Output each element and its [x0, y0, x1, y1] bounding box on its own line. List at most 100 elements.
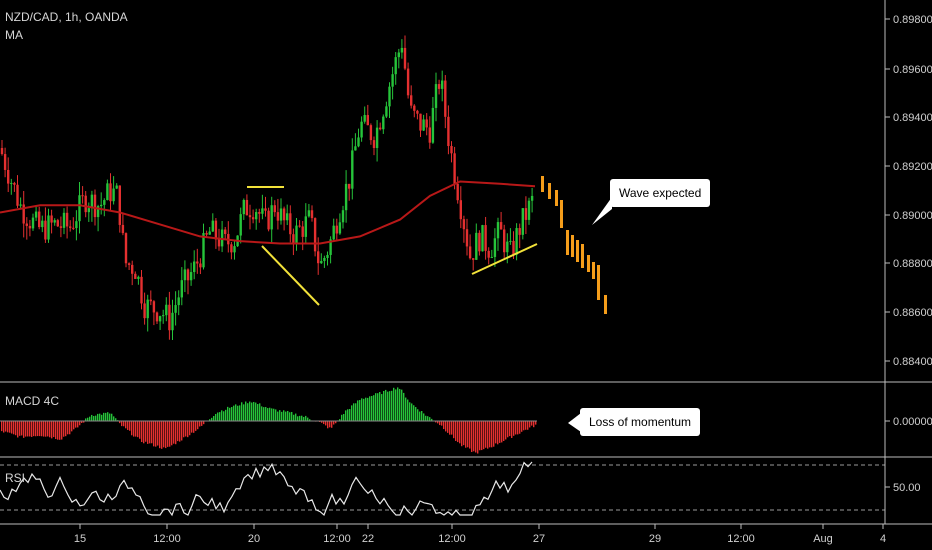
callout-wave-expected[interactable]: Wave expected — [610, 179, 711, 207]
macd-bar — [477, 421, 479, 454]
macd-bar — [171, 421, 173, 446]
macd-bar — [211, 417, 213, 421]
macd-bar — [427, 416, 429, 421]
time-tick-label: 12:00 — [153, 533, 181, 545]
macd-bar — [309, 419, 311, 421]
macd-bar — [13, 421, 15, 435]
macd-bar — [453, 421, 455, 439]
candle-body — [211, 220, 214, 232]
candle-body — [447, 116, 450, 147]
candle-body — [329, 239, 332, 255]
macd-bar — [251, 402, 253, 421]
macd-bar — [397, 387, 399, 421]
candle-body — [335, 225, 338, 234]
candle-body — [512, 240, 515, 255]
candle-body — [158, 316, 162, 322]
macd-bar — [229, 407, 231, 421]
candle-body — [44, 220, 47, 240]
macd-bar — [109, 413, 111, 421]
candle-body — [391, 74, 394, 87]
macd-bar — [261, 406, 263, 421]
macd-bar — [359, 400, 361, 421]
forecast-bar — [566, 230, 569, 255]
ma-legend[interactable]: MA — [5, 28, 23, 42]
candle-body — [509, 240, 512, 242]
macd-bar — [187, 421, 189, 438]
macd-bar — [517, 421, 519, 435]
macd-bar — [383, 391, 385, 421]
macd-bar — [369, 396, 371, 421]
macd-bar — [341, 414, 343, 421]
macd-bar — [159, 421, 161, 449]
macd-bar — [63, 421, 65, 437]
macd-bar — [361, 398, 363, 421]
candle-body — [59, 226, 63, 228]
candle-body — [69, 226, 72, 228]
candle-body — [177, 297, 180, 306]
candle-body — [13, 182, 16, 185]
rsi-legend[interactable]: RSI — [5, 471, 26, 485]
macd-bar — [395, 389, 397, 421]
macd-bar — [279, 410, 281, 421]
macd-bar — [237, 405, 239, 421]
macd-bar — [333, 421, 335, 425]
trendlines — [247, 186, 538, 306]
macd-bar — [253, 401, 255, 421]
macd-bar — [305, 415, 307, 421]
callout-loss-of-momentum[interactable]: Loss of momentum — [580, 408, 701, 436]
macd-bar — [269, 407, 271, 421]
time-tick-label: 20 — [248, 533, 260, 545]
time-tick-label: 4 — [880, 533, 886, 545]
macd-legend[interactable]: MACD 4C — [5, 394, 60, 408]
macd-bar — [467, 421, 469, 448]
macd-bar — [343, 414, 345, 421]
macd-bar — [365, 397, 367, 421]
candle-body — [186, 269, 190, 281]
macd-bar — [281, 411, 283, 421]
macd-bar — [23, 421, 25, 438]
macd-bar — [9, 421, 11, 433]
candle-body — [348, 183, 351, 189]
macd-bar — [393, 387, 395, 421]
candle-body — [317, 251, 320, 264]
macd-bar — [445, 421, 447, 432]
macd-bar — [409, 402, 411, 421]
candle-body — [193, 261, 196, 273]
macd-bar — [459, 421, 461, 444]
macd-bar — [531, 421, 533, 426]
candle-body — [273, 205, 276, 213]
speech-bubble-icon — [568, 413, 581, 432]
macd-bar — [351, 405, 353, 421]
candle-body — [189, 272, 193, 281]
macd-bar — [335, 421, 337, 424]
macd-bar — [451, 421, 453, 435]
candle-body — [78, 195, 81, 222]
candle-body — [34, 211, 38, 218]
macd-bar — [5, 421, 7, 432]
price-candles — [0, 35, 534, 340]
macd-bar — [435, 421, 437, 423]
macd-bar — [389, 391, 391, 421]
macd-bar — [35, 421, 37, 437]
macd-bar — [19, 421, 21, 436]
macd-bar — [197, 421, 199, 430]
candle-body — [478, 232, 481, 252]
macd-bar — [143, 421, 145, 444]
macd-bar — [227, 406, 229, 421]
candle-body — [230, 244, 233, 253]
macd-bar — [29, 421, 31, 437]
macd-bar — [243, 404, 245, 421]
candle-body — [41, 220, 44, 228]
candle-body — [65, 212, 69, 227]
macd-bar — [323, 421, 325, 425]
candle-body — [53, 220, 56, 223]
macd-bar — [447, 421, 449, 433]
macd-bar — [525, 421, 527, 430]
macd-bar — [221, 410, 223, 421]
candle-body — [416, 110, 419, 114]
symbol-legend[interactable]: NZD/CAD, 1h, OANDA — [5, 10, 128, 24]
candle-body — [84, 195, 87, 213]
macd-bar — [133, 421, 135, 437]
